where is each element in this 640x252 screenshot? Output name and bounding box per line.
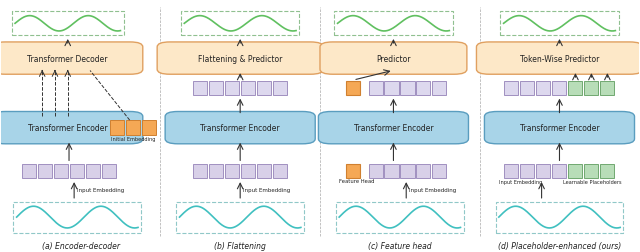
Bar (520, 82, 534, 95)
Bar (500, 12, 618, 36)
Bar (336, 202, 464, 233)
Bar (346, 82, 360, 95)
Bar (86, 165, 100, 178)
Bar (241, 165, 255, 178)
Bar (209, 165, 223, 178)
Bar (600, 165, 614, 178)
Text: Token-Wise Predictor: Token-Wise Predictor (520, 54, 599, 63)
Bar (346, 165, 360, 178)
Bar (22, 165, 36, 178)
Text: Transformer Encoder: Transformer Encoder (520, 124, 599, 133)
Text: Input Embedding: Input Embedding (77, 187, 125, 193)
Bar (225, 165, 239, 178)
FancyBboxPatch shape (0, 43, 143, 75)
Bar (401, 165, 415, 178)
Text: Transformer Encoder: Transformer Encoder (28, 124, 108, 133)
Bar (257, 165, 271, 178)
FancyBboxPatch shape (320, 43, 467, 75)
Text: Transformer Decoder: Transformer Decoder (28, 54, 108, 63)
Bar (110, 121, 124, 135)
Text: Input Embedding: Input Embedding (499, 179, 543, 184)
Bar (417, 165, 431, 178)
Bar (193, 82, 207, 95)
Bar (273, 82, 287, 95)
FancyBboxPatch shape (319, 112, 468, 144)
Text: Input Embedding: Input Embedding (243, 187, 291, 193)
Bar (584, 82, 598, 95)
Bar (495, 202, 623, 233)
Bar (568, 165, 582, 178)
Bar (241, 82, 255, 95)
Bar (209, 82, 223, 95)
Text: Transformer Encoder: Transformer Encoder (200, 124, 280, 133)
Bar (600, 82, 614, 95)
Bar (504, 82, 518, 95)
Bar (54, 165, 68, 178)
Bar (552, 165, 566, 178)
Bar (536, 82, 550, 95)
Bar (13, 202, 141, 233)
Bar (433, 165, 447, 178)
Text: Input Embedding: Input Embedding (410, 187, 457, 193)
Bar (385, 82, 399, 95)
Bar (385, 165, 399, 178)
FancyBboxPatch shape (484, 112, 634, 144)
Bar (257, 82, 271, 95)
Bar (520, 165, 534, 178)
Bar (536, 165, 550, 178)
Bar (38, 165, 52, 178)
Text: (c) Feature head: (c) Feature head (368, 241, 431, 250)
Bar (584, 165, 598, 178)
Bar (552, 82, 566, 95)
Bar (225, 82, 239, 95)
Bar (369, 165, 383, 178)
FancyBboxPatch shape (0, 112, 143, 144)
Bar (12, 12, 124, 36)
FancyBboxPatch shape (476, 43, 640, 75)
Text: (d) Placeholder-enhanced (ours): (d) Placeholder-enhanced (ours) (498, 241, 621, 250)
Bar (102, 165, 116, 178)
FancyBboxPatch shape (157, 43, 323, 75)
Bar (126, 121, 140, 135)
Bar (181, 12, 300, 36)
Text: Transformer Encoder: Transformer Encoder (354, 124, 433, 133)
Text: Feature Head: Feature Head (339, 179, 374, 184)
Text: (a) Encoder-decoder: (a) Encoder-decoder (42, 241, 120, 250)
Text: (b) Flattening: (b) Flattening (214, 241, 266, 250)
Bar (193, 165, 207, 178)
Bar (176, 202, 304, 233)
Text: Flattening & Predictor: Flattening & Predictor (198, 54, 282, 63)
Bar (273, 165, 287, 178)
Bar (568, 82, 582, 95)
Bar (334, 12, 452, 36)
Text: Predictor: Predictor (376, 54, 411, 63)
Bar (401, 82, 415, 95)
Text: Initial Embedding: Initial Embedding (111, 137, 155, 142)
Bar (369, 82, 383, 95)
Text: Learnable Placeholders: Learnable Placeholders (563, 179, 621, 184)
Bar (504, 165, 518, 178)
Bar (142, 121, 156, 135)
Bar (433, 82, 447, 95)
Bar (417, 82, 431, 95)
Bar (70, 165, 84, 178)
FancyBboxPatch shape (165, 112, 316, 144)
